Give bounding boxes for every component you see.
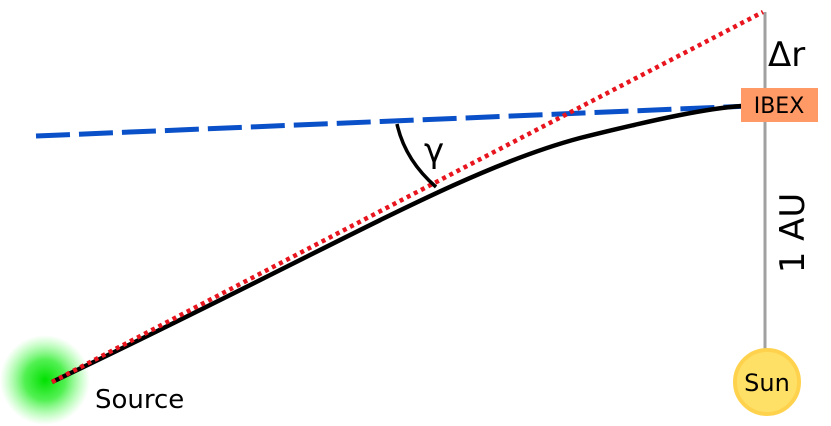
dotted-line xyxy=(50,10,765,384)
ibex-box xyxy=(741,88,818,122)
trajectory-curve xyxy=(51,103,743,385)
delta-r-label: Δr xyxy=(768,35,805,75)
sun-icon xyxy=(733,348,801,416)
ibex-label: IBEX xyxy=(754,94,805,119)
distance-label: 1 AU xyxy=(773,193,813,274)
source-label: Source xyxy=(95,385,184,415)
sun-label: Sun xyxy=(744,369,790,397)
dashed-line xyxy=(35,103,751,139)
angle-label: γ xyxy=(424,131,444,171)
source-glow xyxy=(0,335,90,425)
angle-arc xyxy=(395,123,438,189)
